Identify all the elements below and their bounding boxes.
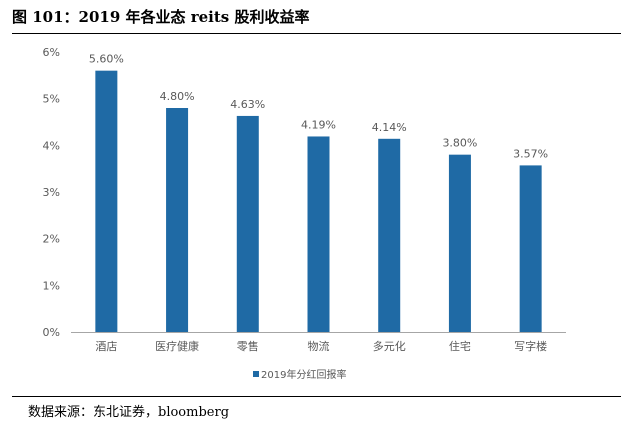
- data-label: 4.80%: [160, 90, 195, 103]
- data-label: 4.14%: [372, 121, 407, 134]
- y-tick-label: 5%: [43, 93, 60, 106]
- legend: 2019年分红回报率: [253, 368, 346, 381]
- x-tick-label: 酒店: [95, 339, 117, 353]
- legend-label: 2019年分红回报率: [261, 368, 346, 381]
- x-tick-label: 零售: [237, 339, 259, 353]
- data-label: 3.57%: [513, 147, 548, 160]
- bar-5: [378, 138, 401, 332]
- bar-1: [95, 70, 118, 333]
- y-tick-label: 3%: [43, 186, 60, 199]
- y-axis-ticks: 0% 1% 2% 3% 4% 5% 6%: [43, 46, 60, 339]
- data-label: 4.19%: [301, 118, 336, 131]
- x-tick-label: 物流: [308, 339, 330, 353]
- bars: [95, 70, 542, 333]
- x-tick-label: 写字楼: [514, 339, 547, 353]
- x-tick-label: 医疗健康: [155, 339, 199, 353]
- x-axis-labels: 酒店 医疗健康 零售 物流 多元化 住宅 写字楼: [95, 339, 547, 353]
- bar-2: [166, 108, 189, 332]
- bar-6: [448, 154, 471, 332]
- y-tick-label: 4%: [43, 139, 60, 152]
- figure-title: 图 101：2019 年各业态 reits 股利收益率: [12, 8, 310, 26]
- bar-3: [236, 115, 259, 332]
- y-tick-label: 0%: [43, 326, 60, 339]
- data-label: 5.60%: [89, 53, 124, 66]
- y-tick-label: 6%: [43, 46, 60, 59]
- data-labels: 5.60% 4.80% 4.63% 4.19% 4.14% 3.80% 3.57%: [89, 53, 548, 161]
- top-rule: [12, 33, 621, 34]
- legend-swatch: [253, 371, 259, 377]
- x-tick-label: 多元化: [373, 339, 406, 353]
- y-tick-label: 2%: [43, 233, 60, 246]
- bar-7: [519, 165, 542, 332]
- x-tick-label: 住宅: [449, 339, 471, 353]
- bottom-rule: [12, 396, 621, 397]
- source-note: 数据来源：东北证券，bloomberg: [28, 405, 230, 420]
- bar-4: [307, 136, 330, 332]
- y-tick-label: 1%: [43, 279, 60, 292]
- data-label: 3.80%: [442, 137, 477, 150]
- data-label: 4.63%: [230, 98, 265, 111]
